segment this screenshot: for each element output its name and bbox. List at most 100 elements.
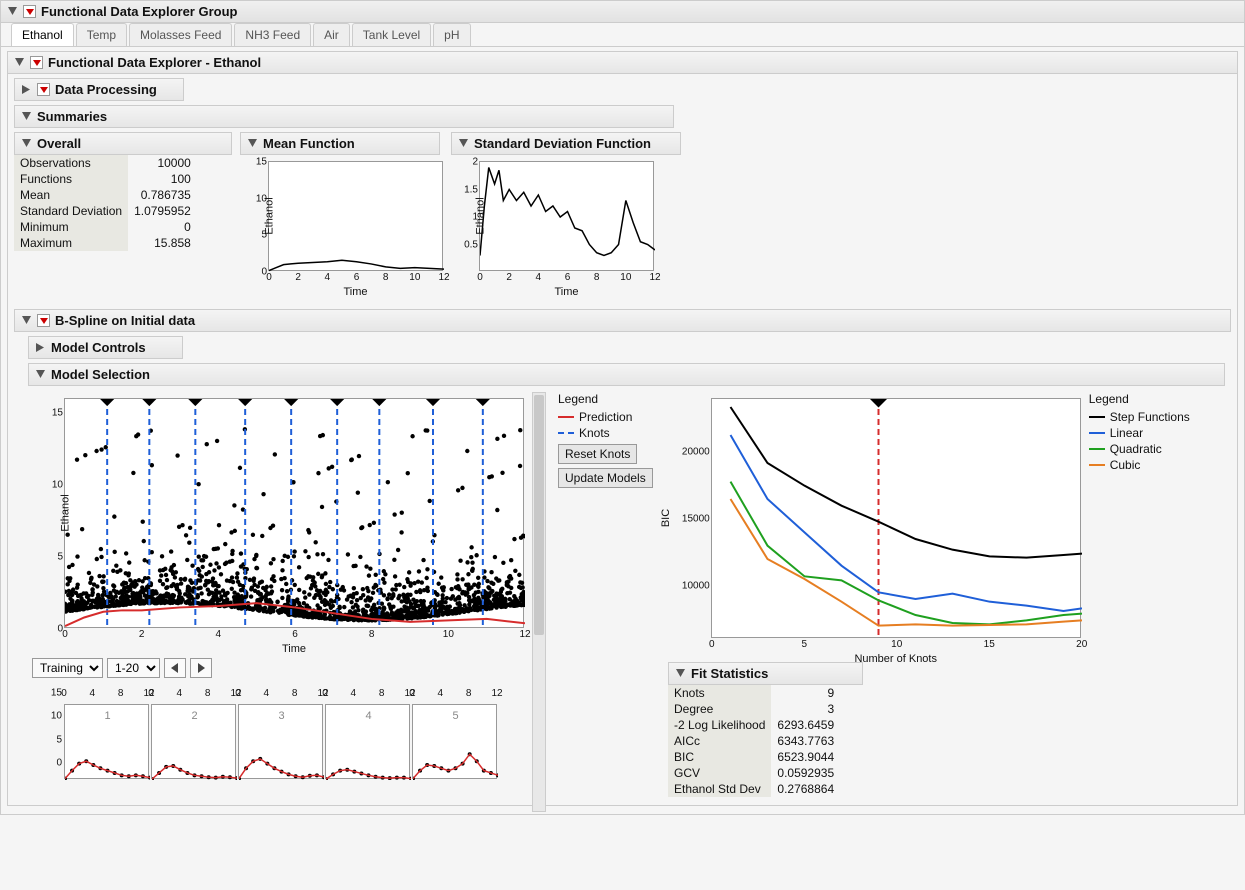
data-processing-header: Data Processing bbox=[14, 78, 184, 101]
stat-value: 6293.6459 bbox=[771, 717, 840, 733]
table-row: Knots9 bbox=[668, 685, 840, 701]
fit-stats-table: Knots9Degree3-2 Log Likelihood6293.6459A… bbox=[668, 685, 840, 797]
stat-value: 9 bbox=[771, 685, 840, 701]
disclosure-dataproc[interactable] bbox=[21, 84, 32, 95]
tab-nh3-feed[interactable]: NH3 Feed bbox=[234, 23, 311, 46]
table-row: Degree3 bbox=[668, 701, 840, 717]
ethanol-header: Functional Data Explorer - Ethanol bbox=[8, 52, 1237, 74]
disclosure-std[interactable] bbox=[458, 138, 469, 149]
stat-value: 3 bbox=[771, 701, 840, 717]
disclosure-overall[interactable] bbox=[21, 138, 32, 149]
ethanol-panel: Functional Data Explorer - Ethanol Data … bbox=[7, 51, 1238, 806]
stat-value: 0.786735 bbox=[128, 187, 197, 203]
stat-label: Standard Deviation bbox=[14, 203, 128, 219]
vertical-scrollbar[interactable] bbox=[532, 392, 546, 812]
prev-button[interactable] bbox=[164, 658, 186, 678]
red-toggle-bspline[interactable] bbox=[37, 314, 50, 327]
model-controls-label: Model Controls bbox=[51, 340, 146, 355]
main-header: Functional Data Explorer Group bbox=[1, 1, 1244, 23]
range-selector[interactable]: 1-20 bbox=[107, 658, 160, 678]
tab-temp[interactable]: Temp bbox=[76, 23, 127, 46]
legend-item: Cubic bbox=[1089, 458, 1190, 472]
model-controls-header: Model Controls bbox=[28, 336, 183, 359]
ethanol-title: Functional Data Explorer - Ethanol bbox=[48, 55, 261, 70]
stat-label: Mean bbox=[14, 187, 128, 203]
mean-function-label: Mean Function bbox=[263, 136, 355, 151]
small-chart: 1 bbox=[64, 704, 149, 779]
red-toggle-ethanol[interactable] bbox=[30, 56, 43, 69]
stat-label: Ethanol Std Dev bbox=[668, 781, 771, 797]
model-selection-header: Model Selection bbox=[28, 363, 1225, 386]
legend-item: Quadratic bbox=[1089, 442, 1190, 456]
tab-ethanol[interactable]: Ethanol bbox=[11, 23, 74, 46]
disclosure-ethanol[interactable] bbox=[14, 57, 25, 68]
tab-air[interactable]: Air bbox=[313, 23, 350, 46]
small-chart: 3 bbox=[238, 704, 323, 779]
table-row: BIC6523.9044 bbox=[668, 749, 840, 765]
summaries-header: Summaries bbox=[14, 105, 674, 128]
stat-value: 1.0795952 bbox=[128, 203, 197, 219]
legend-title: Legend bbox=[558, 392, 653, 406]
legend-item: Prediction bbox=[558, 410, 653, 424]
main-title: Functional Data Explorer Group bbox=[41, 4, 237, 19]
std-function-block: Standard Deviation Function 0.511.520246… bbox=[451, 132, 681, 301]
red-toggle-dataproc[interactable] bbox=[37, 83, 50, 96]
update-models-button[interactable]: Update Models bbox=[558, 468, 653, 488]
legend-item: Step Functions bbox=[1089, 410, 1190, 424]
disclosure-mean[interactable] bbox=[247, 138, 258, 149]
table-row: Observations10000 bbox=[14, 155, 197, 171]
overall-stats-table: Observations10000Functions100Mean0.78673… bbox=[14, 155, 197, 251]
tab-tank-level[interactable]: Tank Level bbox=[352, 23, 431, 46]
table-row: Functions100 bbox=[14, 171, 197, 187]
disclosure-modelctrl[interactable] bbox=[35, 342, 46, 353]
bspline-label: B-Spline on Initial data bbox=[55, 313, 195, 328]
small-chart: 2 bbox=[151, 704, 236, 779]
svg-text:5: 5 bbox=[452, 710, 458, 722]
red-toggle-main[interactable] bbox=[23, 5, 36, 18]
disclosure-fitstats[interactable] bbox=[675, 668, 686, 679]
stat-label: Knots bbox=[668, 685, 771, 701]
mean-function-block: Mean Function 051015024681012EthanolTime bbox=[240, 132, 443, 301]
main-panel: Functional Data Explorer Group EthanolTe… bbox=[0, 0, 1245, 815]
tab-ph[interactable]: pH bbox=[433, 23, 470, 46]
table-row: GCV0.0592935 bbox=[668, 765, 840, 781]
small-chart: 5 bbox=[412, 704, 497, 779]
svg-text:3: 3 bbox=[278, 710, 284, 722]
mean-chart: 051015024681012EthanolTime bbox=[268, 161, 443, 271]
reset-knots-button[interactable]: Reset Knots bbox=[558, 444, 637, 464]
table-row: Mean0.786735 bbox=[14, 187, 197, 203]
stat-value: 6523.9044 bbox=[771, 749, 840, 765]
disclosure-summaries[interactable] bbox=[21, 111, 32, 122]
fit-stats-label: Fit Statistics bbox=[691, 666, 768, 681]
disclosure-bspline[interactable] bbox=[21, 315, 32, 326]
overall-label: Overall bbox=[37, 136, 81, 151]
overall-block: Overall Observations10000Functions100Mea… bbox=[14, 132, 232, 251]
tab-molasses-feed[interactable]: Molasses Feed bbox=[129, 23, 232, 46]
table-row: AICc6343.7763 bbox=[668, 733, 840, 749]
bic-legend: Legend Step FunctionsLinearQuadraticCubi… bbox=[1089, 392, 1190, 474]
small-multiples: 1 2 3 4 5 bbox=[64, 704, 524, 779]
set-selector[interactable]: Training bbox=[32, 658, 103, 678]
table-row: -2 Log Likelihood6293.6459 bbox=[668, 717, 840, 733]
stat-value: 0.2768864 bbox=[771, 781, 840, 797]
data-processing-label: Data Processing bbox=[55, 82, 157, 97]
stat-label: -2 Log Likelihood bbox=[668, 717, 771, 733]
svg-text:2: 2 bbox=[191, 710, 197, 722]
disclosure-modelsel[interactable] bbox=[35, 369, 46, 380]
stat-label: Observations bbox=[14, 155, 128, 171]
bic-chart: 10000150002000005101520BICNumber of Knot… bbox=[711, 398, 1081, 638]
legend-item: Knots bbox=[558, 426, 653, 440]
stat-label: AICc bbox=[668, 733, 771, 749]
stat-label: Minimum bbox=[14, 219, 128, 235]
stat-label: BIC bbox=[668, 749, 771, 765]
svg-text:4: 4 bbox=[365, 710, 371, 722]
disclosure-main[interactable] bbox=[7, 6, 18, 17]
legend-item: Linear bbox=[1089, 426, 1190, 440]
prediction-legend: Legend Prediction Knots Reset Knots Updat… bbox=[558, 392, 653, 490]
stat-value: 10000 bbox=[128, 155, 197, 171]
next-button[interactable] bbox=[190, 658, 212, 678]
model-selection-label: Model Selection bbox=[51, 367, 150, 382]
fit-stats-header: Fit Statistics bbox=[668, 662, 863, 685]
stat-value: 0 bbox=[128, 219, 197, 235]
table-row: Ethanol Std Dev0.2768864 bbox=[668, 781, 840, 797]
